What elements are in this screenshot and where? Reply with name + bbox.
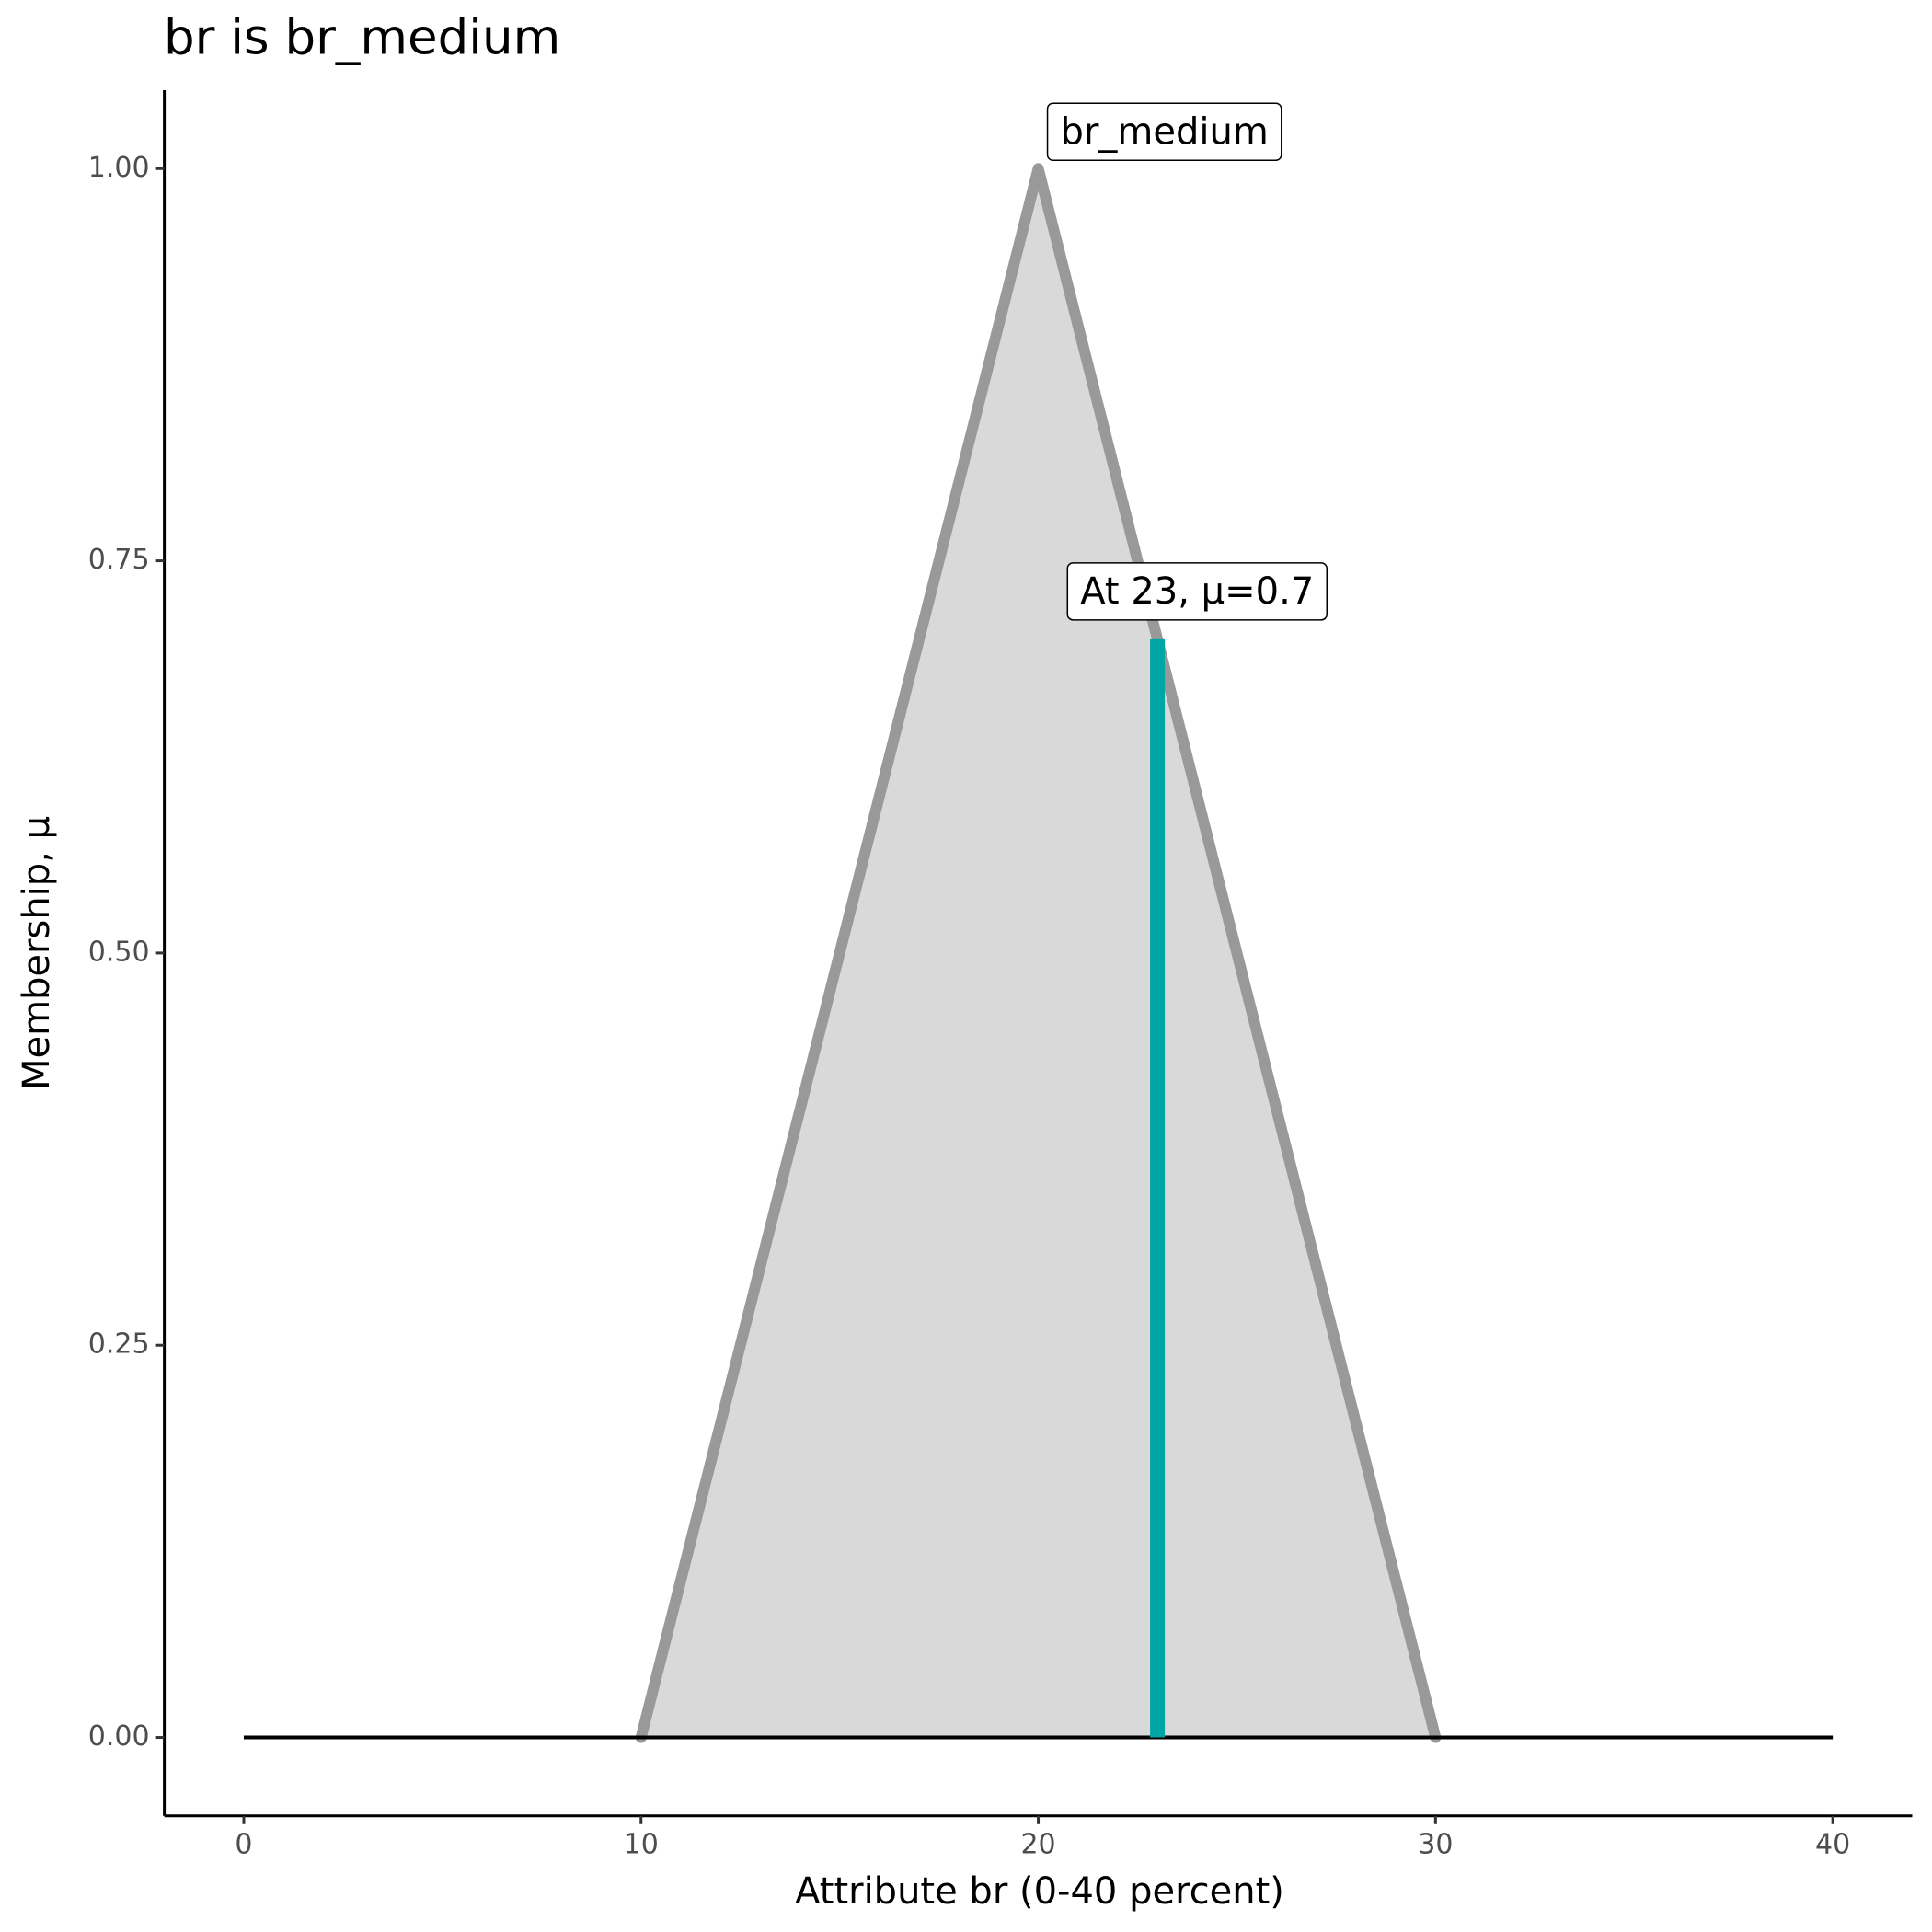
annotation-label: At 23, μ=0.7 xyxy=(1080,570,1314,613)
y-axis-title: Membership, μ xyxy=(16,816,58,1090)
x-tick-label: 10 xyxy=(624,1828,659,1860)
y-tick-label: 0.75 xyxy=(88,544,150,576)
chart-title: br is br_medium xyxy=(164,10,560,66)
line xyxy=(635,163,1442,1743)
y-tick-label: 1.00 xyxy=(88,152,150,184)
annotation-label: br_medium xyxy=(1061,110,1269,153)
x-tick-label: 0 xyxy=(235,1828,252,1860)
annotation-box xyxy=(1066,562,1328,621)
x-tick-label: 20 xyxy=(1020,1828,1055,1860)
y-tick-label: 0.50 xyxy=(88,936,150,968)
x-tick-label: 40 xyxy=(1815,1828,1850,1860)
y-tick-label: 0.25 xyxy=(88,1328,150,1361)
x-tick-label: 30 xyxy=(1418,1828,1453,1860)
annotation-box xyxy=(1046,102,1282,162)
area xyxy=(640,168,1436,1738)
y-tick-label: 0.00 xyxy=(88,1720,150,1753)
x-axis-title: Attribute br (0-40 percent) xyxy=(795,1870,1284,1913)
